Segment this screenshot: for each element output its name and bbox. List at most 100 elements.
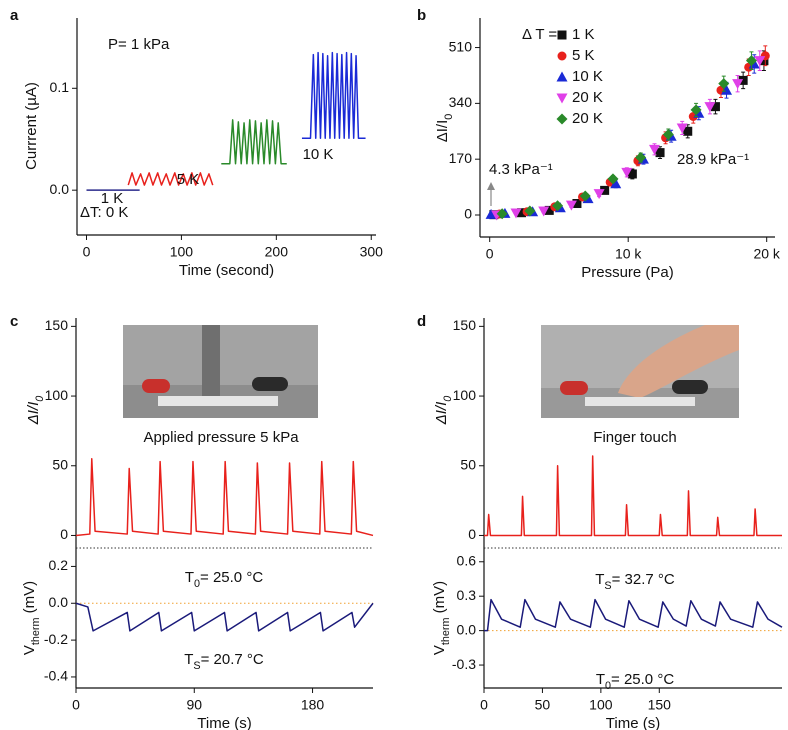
marker [557, 30, 567, 40]
marker [496, 208, 508, 220]
annotation: T0= 25.0 °C [185, 569, 263, 590]
y-tick-label: 0.2 [49, 557, 69, 573]
x-axis-label: Time (s) [606, 715, 660, 730]
x-axis-label: Time (second) [179, 262, 274, 279]
arrow-head [487, 182, 495, 190]
marker [517, 208, 527, 218]
y-axis-label-part: 0 [442, 396, 454, 402]
y-axis-label: Currrent (µA) [23, 82, 40, 170]
y-axis-label-part: ΔI/I [433, 402, 450, 426]
annotation: T0= 25.0 °C [596, 671, 674, 692]
x-tick-label: 180 [301, 697, 325, 713]
marker [579, 190, 591, 202]
legend-label: 5 K [572, 47, 595, 64]
marker [704, 102, 716, 113]
series-label: ΔT: 0 K [80, 204, 128, 221]
annotation-part: = 25.0 °C [611, 671, 674, 688]
y-tick-label: 50 [460, 456, 476, 472]
annotation-part: S [193, 660, 200, 672]
y-tick-label: -0.3 [452, 656, 476, 672]
marker [556, 93, 568, 104]
annotation-part: T [185, 569, 194, 586]
legend-title: Δ T = [522, 26, 557, 43]
marker [690, 104, 702, 116]
data-line [301, 51, 366, 139]
marker [600, 185, 610, 195]
y-axis-label-part: 0 [443, 114, 455, 120]
marker [538, 206, 550, 217]
marker [556, 71, 568, 82]
marker [745, 55, 757, 67]
y-tick-label: 0 [60, 526, 68, 542]
annotation: TS= 32.7 °C [595, 571, 675, 592]
annotation-part: T [184, 651, 193, 668]
y-axis-label-part: ΔI/I [434, 120, 451, 143]
annotation: Applied pressure 5 kPa [143, 429, 299, 446]
photo-cable-red [142, 379, 170, 393]
y-tick-label: 50 [52, 456, 68, 472]
y-tick-label: 0.0 [49, 594, 69, 610]
marker [655, 148, 665, 158]
panel: -0.3 0.0 0.3 0.6 0 50 100 150 Time (s) Vtherm (mV… [431, 548, 782, 730]
panel-letter: b [417, 7, 426, 24]
y-tick-label: -0.4 [44, 668, 68, 684]
photo-board [585, 397, 695, 406]
data-line [127, 172, 214, 186]
marker [524, 205, 536, 217]
y-axis-label-part: 0 [34, 396, 46, 402]
marker [649, 144, 661, 155]
x-tick-label: 20 k [753, 246, 780, 262]
photo-rod [202, 325, 220, 397]
legend-label: 20 K [572, 89, 603, 106]
marker [627, 169, 637, 179]
marker [635, 152, 647, 164]
marker [485, 208, 497, 219]
marker [754, 56, 766, 67]
annotation-part: = 25.0 °C [200, 569, 263, 586]
marker [676, 123, 688, 134]
marker [556, 113, 568, 125]
y-axis-label: Vtherm (mV) [431, 581, 452, 655]
panel-letter: d [417, 313, 426, 330]
y-tick-label: 150 [453, 317, 477, 333]
marker [662, 129, 674, 141]
y-tick-label: 510 [449, 38, 473, 54]
annotation: TS= 20.7 °C [184, 651, 264, 672]
y-tick-label: 0.0 [457, 621, 477, 637]
annotation-part: = 20.7 °C [201, 651, 264, 668]
photo-board [158, 396, 278, 406]
data-line [484, 598, 783, 632]
marker [552, 200, 564, 212]
marker [759, 56, 769, 66]
marker [593, 189, 605, 200]
y-tick-label: 0.6 [457, 552, 477, 568]
y-tick-label: -0.2 [44, 631, 68, 647]
photo-cable-black [672, 380, 708, 394]
y-tick-label: 0 [468, 526, 476, 542]
y-axis-label-part: (mV) [431, 581, 448, 618]
y-axis-label-part: V [21, 645, 38, 655]
marker [510, 208, 522, 219]
annotation: 28.9 kPa⁻¹ [677, 151, 749, 168]
y-tick-label: 100 [45, 387, 69, 403]
y-axis-label: ΔI/I0 [434, 114, 455, 143]
legend-label: 20 K [572, 110, 603, 127]
marker [732, 79, 744, 90]
x-tick-label: 300 [360, 244, 384, 260]
series-label: 5 K [177, 171, 200, 188]
x-axis-label: Pressure (Pa) [581, 264, 674, 281]
y-axis-label-part: V [431, 645, 448, 655]
y-tick-label: 0.0 [50, 181, 70, 197]
x-tick-label: 100 [589, 697, 613, 713]
annotation: 4.3 kPa⁻¹ [489, 161, 553, 178]
x-tick-label: 90 [186, 697, 202, 713]
marker [610, 178, 622, 189]
annotation: Finger touch [593, 429, 676, 446]
marker [565, 200, 577, 211]
data-line [75, 602, 374, 632]
marker [710, 102, 720, 112]
slope-arrow [487, 182, 495, 206]
